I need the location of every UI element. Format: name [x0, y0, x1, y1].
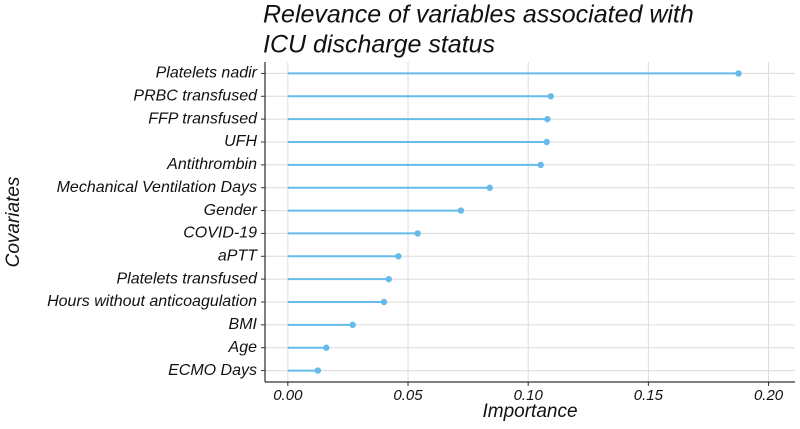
y-tick-label: Age: [228, 339, 258, 356]
lollipop-dot: [547, 93, 554, 100]
y-axis-label: Covariates: [3, 176, 24, 267]
y-tick-label: Antithrombin: [166, 156, 257, 173]
y-tick-label: COVID-19: [183, 225, 257, 242]
lollipop-dot: [543, 138, 550, 146]
x-axis-label: Importance: [482, 401, 577, 422]
y-tick-label: Platelets transfused: [116, 270, 258, 287]
x-tick-label: 0.10: [514, 387, 544, 404]
lollipop-dot: [457, 207, 465, 214]
lollipop-dot: [314, 367, 322, 374]
y-tick-label: ECMO Days: [168, 362, 257, 379]
x-tick-label: 0.05: [393, 387, 423, 404]
y-tick-label: Platelets nadir: [156, 65, 258, 82]
chart-title: Relevance of variables associated with: [263, 1, 694, 29]
y-tick-label: Mechanical Ventilation Days: [57, 179, 257, 196]
lollipop-dot: [486, 184, 493, 191]
y-tick-label: UFH: [224, 133, 257, 150]
y-tick-label: PRBC transfused: [133, 88, 258, 105]
x-tick-label: 0.00: [273, 387, 303, 404]
lollipop-dot: [544, 115, 551, 123]
y-tick-label: Gender: [204, 202, 258, 219]
lollipop-dot: [735, 70, 742, 77]
lollipop-dot: [395, 253, 402, 260]
chart-title: ICU discharge status: [263, 31, 495, 59]
y-tick-label: aPTT: [218, 248, 258, 265]
lollipop-dot: [537, 161, 544, 169]
y-tick-label: FFP transfused: [148, 110, 258, 127]
lollipop-dot: [349, 321, 356, 329]
x-tick-label: 0.15: [634, 387, 664, 404]
y-tick-label: Hours without anticoagulation: [47, 293, 257, 310]
x-tick-label: 0.20: [754, 387, 784, 404]
lollipop-dot: [385, 275, 392, 283]
lollipop-dot: [323, 344, 330, 351]
lollipop-dot: [380, 298, 388, 306]
y-tick-label: BMI: [229, 316, 258, 333]
lollipop-dot: [414, 230, 421, 237]
